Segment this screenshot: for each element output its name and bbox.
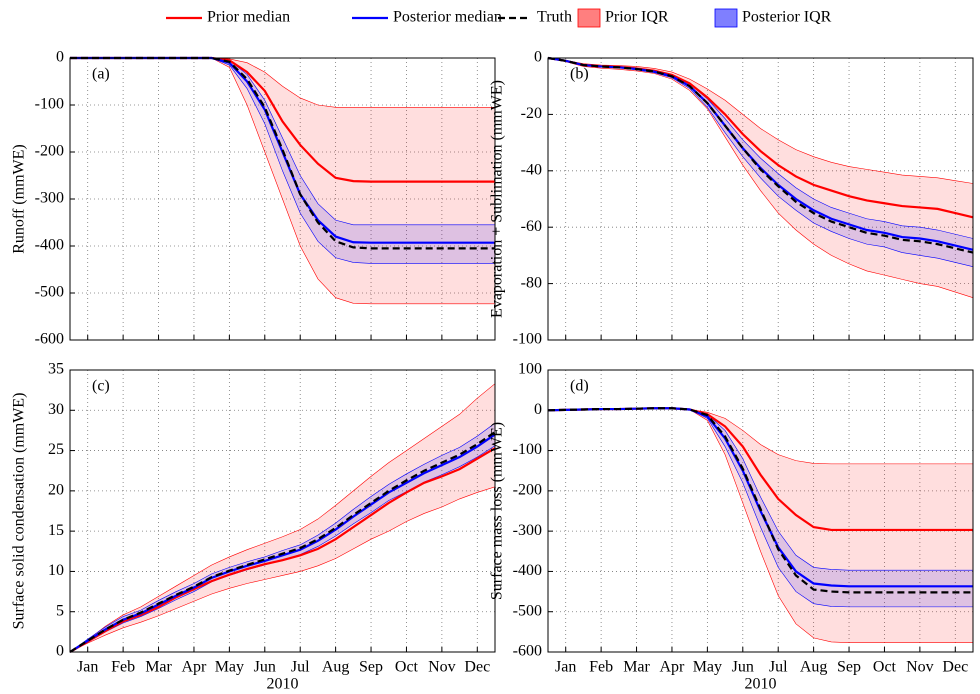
legend: Prior median Posterior median Truth Prior I… (166, 8, 832, 28)
x-tick-label: Sep (359, 659, 383, 676)
legend-swatch (714, 8, 738, 28)
iqr-upper-edge (69, 422, 496, 653)
y-tick-label: -100 (513, 441, 542, 458)
y-tick-label: -500 (35, 284, 64, 301)
panel-label: (d) (570, 378, 589, 395)
y-tick-label: -20 (521, 105, 542, 122)
iqr-upper-edge (547, 57, 974, 184)
x-tick-label: Nov (428, 659, 456, 676)
iqr-lower-edge (69, 486, 496, 653)
axes-frame (547, 57, 974, 341)
y-tick-label: 0 (56, 49, 64, 66)
x-tick-label: Aug (322, 659, 350, 676)
x-tick-label: Oct (873, 659, 897, 676)
y-tick-label: 100 (518, 361, 542, 378)
x-tick-label: Nov (906, 659, 934, 676)
y-tick-label: -500 (513, 602, 542, 619)
y-tick-label: -60 (521, 218, 542, 235)
y-tick-label: -40 (521, 161, 542, 178)
x-tick-label: Dec (942, 659, 968, 676)
y-tick-label: 0 (534, 401, 542, 418)
y-tick-label: -200 (35, 143, 64, 160)
y-tick-label: -400 (35, 237, 64, 254)
y-tick-label: 10 (48, 562, 64, 579)
y-tick-label: 0 (56, 643, 64, 660)
x-tick-label: Jul (291, 659, 310, 676)
y-tick-label: -200 (513, 482, 542, 499)
x-tick-label: May (215, 659, 244, 676)
legend-label: Posterior median (393, 9, 502, 26)
y-tick-label: -300 (35, 190, 64, 207)
x-tick-label: Mar (145, 659, 172, 676)
y-tick-label: 25 (48, 441, 64, 458)
x-tick-label: Jun (732, 659, 754, 676)
y-tick-label: -300 (513, 522, 542, 539)
panel-label: (a) (92, 66, 110, 83)
x-axis-label: 2010 (267, 676, 299, 693)
x-tick-label: May (693, 659, 722, 676)
y-tick-label: -400 (513, 562, 542, 579)
x-tick-label: Jan (77, 659, 98, 676)
legend-label: Truth (537, 9, 572, 26)
median-line (547, 407, 973, 594)
x-tick-label: Mar (623, 659, 650, 676)
y-axis-label: Surface mass loss (mmWE) (489, 422, 506, 600)
y-tick-label: -600 (35, 331, 64, 348)
median-line (547, 56, 974, 254)
y-axis-label: Evaporation + Sublimation (mmWE) (489, 80, 506, 318)
y-tick-label: -600 (513, 643, 542, 660)
x-axis-label: 2010 (745, 676, 777, 693)
x-tick-label: Jun (254, 659, 276, 676)
x-tick-label: Apr (660, 659, 686, 676)
iqr-band (70, 58, 495, 264)
iqr-lower-edge (547, 57, 974, 298)
y-axis-label: Surface solid condensation (mmWE) (11, 393, 28, 630)
y-tick-label: 20 (48, 482, 64, 499)
axes-frame (547, 369, 974, 653)
panel-label: (b) (570, 66, 589, 83)
x-tick-label: Oct (395, 659, 419, 676)
y-tick-label: 5 (56, 602, 64, 619)
y-tick-label: -80 (521, 274, 542, 291)
iqr-band (548, 58, 973, 267)
y-axis-label: Runoff (mmWE) (11, 144, 28, 253)
x-tick-label: Feb (111, 659, 135, 676)
median-line (69, 447, 496, 653)
legend-swatch (577, 8, 601, 28)
x-tick-label: Apr (182, 659, 208, 676)
legend-label: Prior median (207, 9, 290, 26)
panel-label: (c) (92, 378, 110, 395)
legend-label: Prior IQR (605, 9, 669, 26)
y-tick-label: 30 (48, 401, 64, 418)
y-tick-label: 35 (48, 361, 64, 378)
y-tick-label: 15 (48, 522, 64, 539)
iqr-band (548, 408, 973, 643)
y-tick-label: -100 (35, 96, 64, 113)
y-tick-label: 0 (534, 49, 542, 66)
median-line (69, 431, 496, 653)
legend-label: Posterior IQR (742, 9, 832, 26)
iqr-upper-edge (69, 383, 496, 653)
x-tick-label: Dec (464, 659, 490, 676)
axes-frame (69, 369, 496, 653)
y-tick-label: -100 (513, 331, 542, 348)
x-tick-label: Aug (800, 659, 828, 676)
x-tick-label: Sep (837, 659, 861, 676)
x-tick-label: Feb (589, 659, 613, 676)
x-tick-label: Jul (769, 659, 788, 676)
x-tick-label: Jan (555, 659, 576, 676)
